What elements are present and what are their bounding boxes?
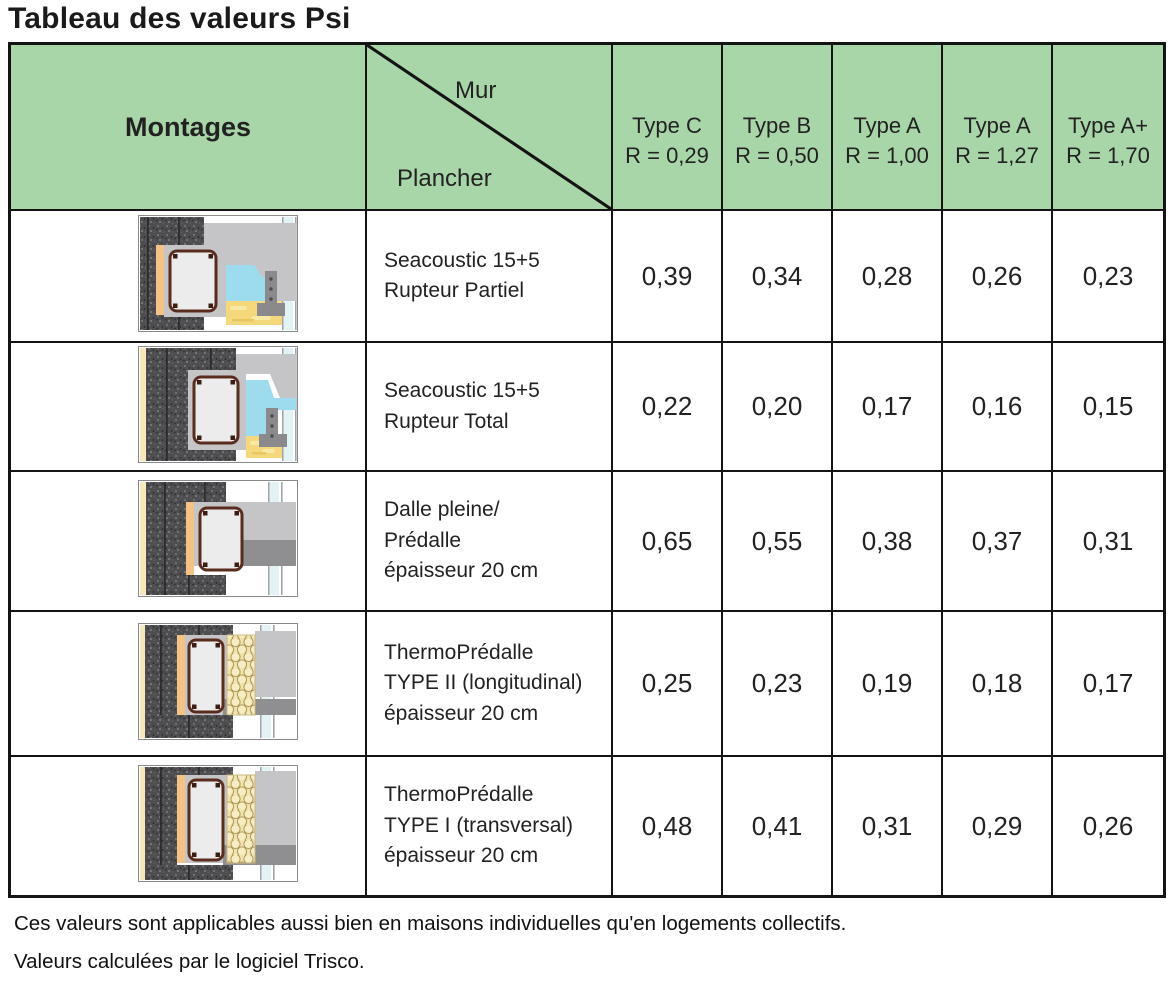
montage-drawing-thermopredalle-1	[138, 765, 298, 887]
r-value-label: R = 0,50	[735, 143, 819, 168]
description-line: épaisseur 20 cm	[384, 701, 539, 725]
psi-value-cell: 0,23	[723, 612, 833, 757]
r-value-label: R = 1,27	[955, 143, 1039, 168]
type-label: Type A	[963, 113, 1031, 139]
header-type-aplus-cell: Type A+ R = 1,70	[1053, 45, 1163, 211]
footnote-software: Valeurs calculées par le logiciel Trisco…	[14, 950, 365, 973]
psi-value-cell: 0,22	[613, 343, 723, 472]
montage-drawing-seacoustic-total	[138, 345, 298, 468]
psi-value-cell: 0,41	[723, 757, 833, 895]
psi-value-cell: 0,39	[613, 211, 723, 343]
montage-drawing-cell	[11, 211, 367, 343]
psi-value-cell: 0,19	[833, 612, 943, 757]
montages-label: Montages	[124, 111, 251, 142]
montage-description-cell: ThermoPrédalle TYPE I (transversal) épai…	[367, 757, 613, 895]
r-value-label: R = 1,70	[1066, 143, 1150, 168]
diagonal-divider	[367, 45, 611, 209]
header-montages-cell: Montages	[11, 45, 367, 211]
psi-value-cell: 0,28	[833, 211, 943, 343]
description-line: Seacoustic 15+5	[384, 379, 540, 403]
header-type-a1-cell: Type A R = 1,00	[833, 45, 943, 211]
type-label: Type A	[853, 113, 921, 139]
description-line: Rupteur Total	[384, 409, 509, 433]
mur-label: Mur	[455, 77, 497, 104]
psi-value-cell: 0,17	[833, 343, 943, 472]
montage-drawing-thermopredalle-2	[138, 622, 298, 745]
description-line: Rupteur Partiel	[384, 279, 525, 302]
description-line: ThermoPrédalle	[384, 783, 534, 807]
montage-drawing-cell	[11, 343, 367, 472]
header-mur-plancher-cell: Mur Plancher	[367, 45, 613, 211]
description-line: Seacoustic 15+5	[384, 248, 540, 272]
psi-value-cell: 0,55	[723, 472, 833, 612]
montage-description-cell: Dalle pleine/ Prédalle épaisseur 20 cm	[367, 472, 613, 612]
header-type-b-cell: Type B R = 0,50	[723, 45, 833, 211]
psi-values-table: Montages Mur Plancher Type C R = 0,29 Ty…	[8, 42, 1166, 898]
montage-drawing-dalle-pleine	[138, 480, 298, 602]
header-type-c-cell: Type C R = 0,29	[613, 45, 723, 211]
psi-value-cell: 0,25	[613, 612, 723, 757]
psi-value-cell: 0,16	[943, 343, 1053, 472]
psi-value-cell: 0,31	[833, 757, 943, 895]
type-label: Type A+	[1067, 113, 1149, 139]
psi-value-cell: 0,26	[1082, 810, 1134, 841]
psi-value-cell: 0,15	[1053, 343, 1163, 472]
psi-value-cell: 0,48	[613, 757, 723, 895]
psi-value-cell: 0,31	[1053, 472, 1163, 612]
psi-value-cell: 0,65	[613, 472, 723, 612]
description-line: TYPE I (transversal)	[384, 813, 574, 837]
description-line: ThermoPrédalle	[384, 640, 534, 664]
description-line: Prédalle	[384, 528, 462, 552]
montage-description-cell: Seacoustic 15+5 Rupteur Total	[367, 343, 613, 472]
psi-value-cell: 0,34	[723, 211, 833, 343]
montage-drawing-cell	[11, 757, 367, 895]
psi-value-cell: 0,17	[1053, 612, 1163, 757]
footnote-applicability: Ces valeurs sont applicables aussi bien …	[14, 912, 847, 935]
header-type-a2-cell: Type A R = 1,27	[943, 45, 1053, 211]
montage-description-cell: Seacoustic 15+5 Rupteur Partiel	[367, 211, 613, 343]
type-label: Type C	[632, 113, 702, 139]
r-value-label: R = 0,29	[625, 143, 709, 168]
type-label: Type B	[742, 113, 812, 139]
psi-value-cell: 0,23	[1053, 211, 1163, 343]
psi-value-cell: 0,26	[943, 211, 1053, 343]
psi-value-cell: 0,18	[943, 612, 1053, 757]
description-line: épaisseur 20 cm	[384, 844, 539, 868]
montage-drawing-cell	[11, 472, 367, 612]
plancher-label: Plancher	[397, 165, 492, 192]
psi-value-cell: 0,29	[943, 757, 1053, 895]
psi-value-cell: 0,38	[833, 472, 943, 612]
montage-drawing-cell	[11, 612, 367, 757]
montage-description-cell: ThermoPrédalle TYPE II (longitudinal) ép…	[367, 612, 613, 757]
montage-drawing-seacoustic-partiel	[138, 215, 298, 337]
description-line: Dalle pleine/	[384, 498, 500, 522]
description-line: épaisseur 20 cm	[384, 559, 539, 583]
psi-value-cell: 0,37	[943, 472, 1053, 612]
psi-value-cell: 0,20	[723, 343, 833, 472]
page-title: Tableau des valeurs Psi	[8, 2, 351, 35]
r-value-label: R = 1,00	[845, 143, 929, 168]
description-line: TYPE II (longitudinal)	[384, 671, 583, 695]
